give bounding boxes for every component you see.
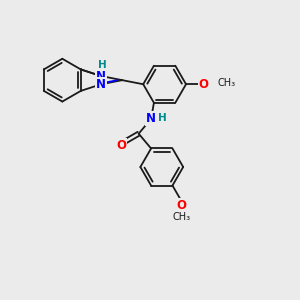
Text: CH₃: CH₃	[172, 212, 190, 222]
Text: N: N	[146, 112, 156, 125]
Text: CH₃: CH₃	[218, 78, 236, 88]
Text: H: H	[98, 60, 107, 70]
Text: O: O	[116, 139, 126, 152]
Text: O: O	[199, 78, 209, 91]
Text: H: H	[158, 113, 167, 123]
Text: N: N	[96, 70, 106, 83]
Text: O: O	[176, 199, 186, 212]
Text: N: N	[96, 78, 106, 91]
